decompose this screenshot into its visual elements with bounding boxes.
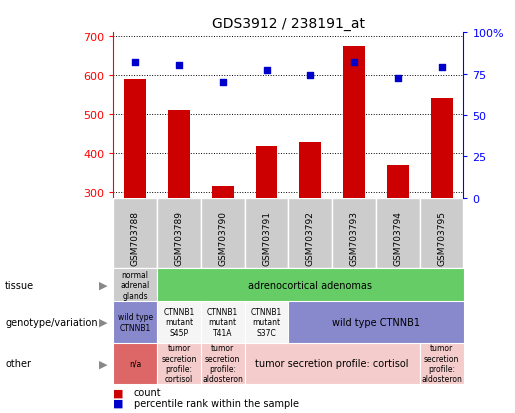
Point: [262, 68, 270, 74]
Text: tumor
secretion
profile:
cortisol: tumor secretion profile: cortisol: [161, 343, 197, 384]
Text: other: other: [5, 358, 31, 368]
Bar: [245, 343, 420, 384]
Text: CTNNB1
mutant
S37C: CTNNB1 mutant S37C: [251, 307, 282, 337]
Point: [437, 64, 445, 71]
Text: ▶: ▶: [99, 317, 107, 327]
Text: ▶: ▶: [99, 280, 107, 290]
Bar: [157, 268, 464, 301]
Bar: [332, 198, 376, 268]
Point: [131, 59, 139, 66]
Point: [350, 59, 358, 66]
Bar: [420, 198, 464, 268]
Text: GSM703791: GSM703791: [262, 211, 271, 266]
Bar: [168, 111, 190, 198]
Text: tumor secretion profile: cortisol: tumor secretion profile: cortisol: [255, 358, 409, 368]
Text: GSM703789: GSM703789: [175, 211, 183, 266]
Text: wild type
CTNNB1: wild type CTNNB1: [117, 313, 153, 332]
Bar: [113, 198, 157, 268]
Text: n/a: n/a: [129, 359, 141, 368]
Text: tissue: tissue: [5, 280, 35, 290]
Text: ■: ■: [113, 387, 124, 397]
Title: GDS3912 / 238191_at: GDS3912 / 238191_at: [212, 17, 365, 31]
Bar: [245, 198, 288, 268]
Bar: [157, 301, 201, 343]
Bar: [113, 301, 157, 343]
Bar: [255, 147, 278, 198]
Text: ▶: ▶: [99, 358, 107, 368]
Bar: [245, 301, 288, 343]
Bar: [387, 166, 409, 198]
Text: GSM703795: GSM703795: [437, 211, 446, 266]
Text: wild type CTNNB1: wild type CTNNB1: [332, 317, 420, 327]
Bar: [376, 198, 420, 268]
Text: GSM703794: GSM703794: [393, 211, 402, 266]
Bar: [113, 343, 157, 384]
Text: GSM703788: GSM703788: [131, 211, 140, 266]
Text: adrenocortical adenomas: adrenocortical adenomas: [248, 280, 372, 290]
Bar: [201, 198, 245, 268]
Text: genotype/variation: genotype/variation: [5, 317, 98, 327]
Bar: [157, 198, 201, 268]
Point: [175, 63, 183, 69]
Text: ■: ■: [113, 398, 124, 408]
Bar: [431, 99, 453, 198]
Text: GSM703790: GSM703790: [218, 211, 227, 266]
Bar: [201, 343, 245, 384]
Bar: [299, 142, 321, 198]
Text: tumor
secretion
profile:
aldosteron: tumor secretion profile: aldosteron: [421, 343, 462, 384]
Bar: [113, 268, 157, 301]
Text: percentile rank within the sample: percentile rank within the sample: [134, 398, 299, 408]
Point: [306, 73, 314, 79]
Point: [393, 76, 402, 83]
Text: GSM703792: GSM703792: [306, 211, 315, 266]
Text: count: count: [134, 387, 162, 397]
Text: CTNNB1
mutant
S45P: CTNNB1 mutant S45P: [163, 307, 195, 337]
Bar: [157, 343, 201, 384]
Text: GSM703793: GSM703793: [350, 211, 358, 266]
Text: tumor
secretion
profile:
aldosteron: tumor secretion profile: aldosteron: [202, 343, 243, 384]
Point: [218, 79, 227, 86]
Bar: [343, 47, 365, 198]
Bar: [420, 343, 464, 384]
Bar: [288, 198, 332, 268]
Text: CTNNB1
mutant
T41A: CTNNB1 mutant T41A: [207, 307, 238, 337]
Bar: [124, 80, 146, 198]
Bar: [201, 301, 245, 343]
Bar: [212, 187, 234, 198]
Text: normal
adrenal
glands: normal adrenal glands: [121, 270, 150, 300]
Bar: [288, 301, 464, 343]
